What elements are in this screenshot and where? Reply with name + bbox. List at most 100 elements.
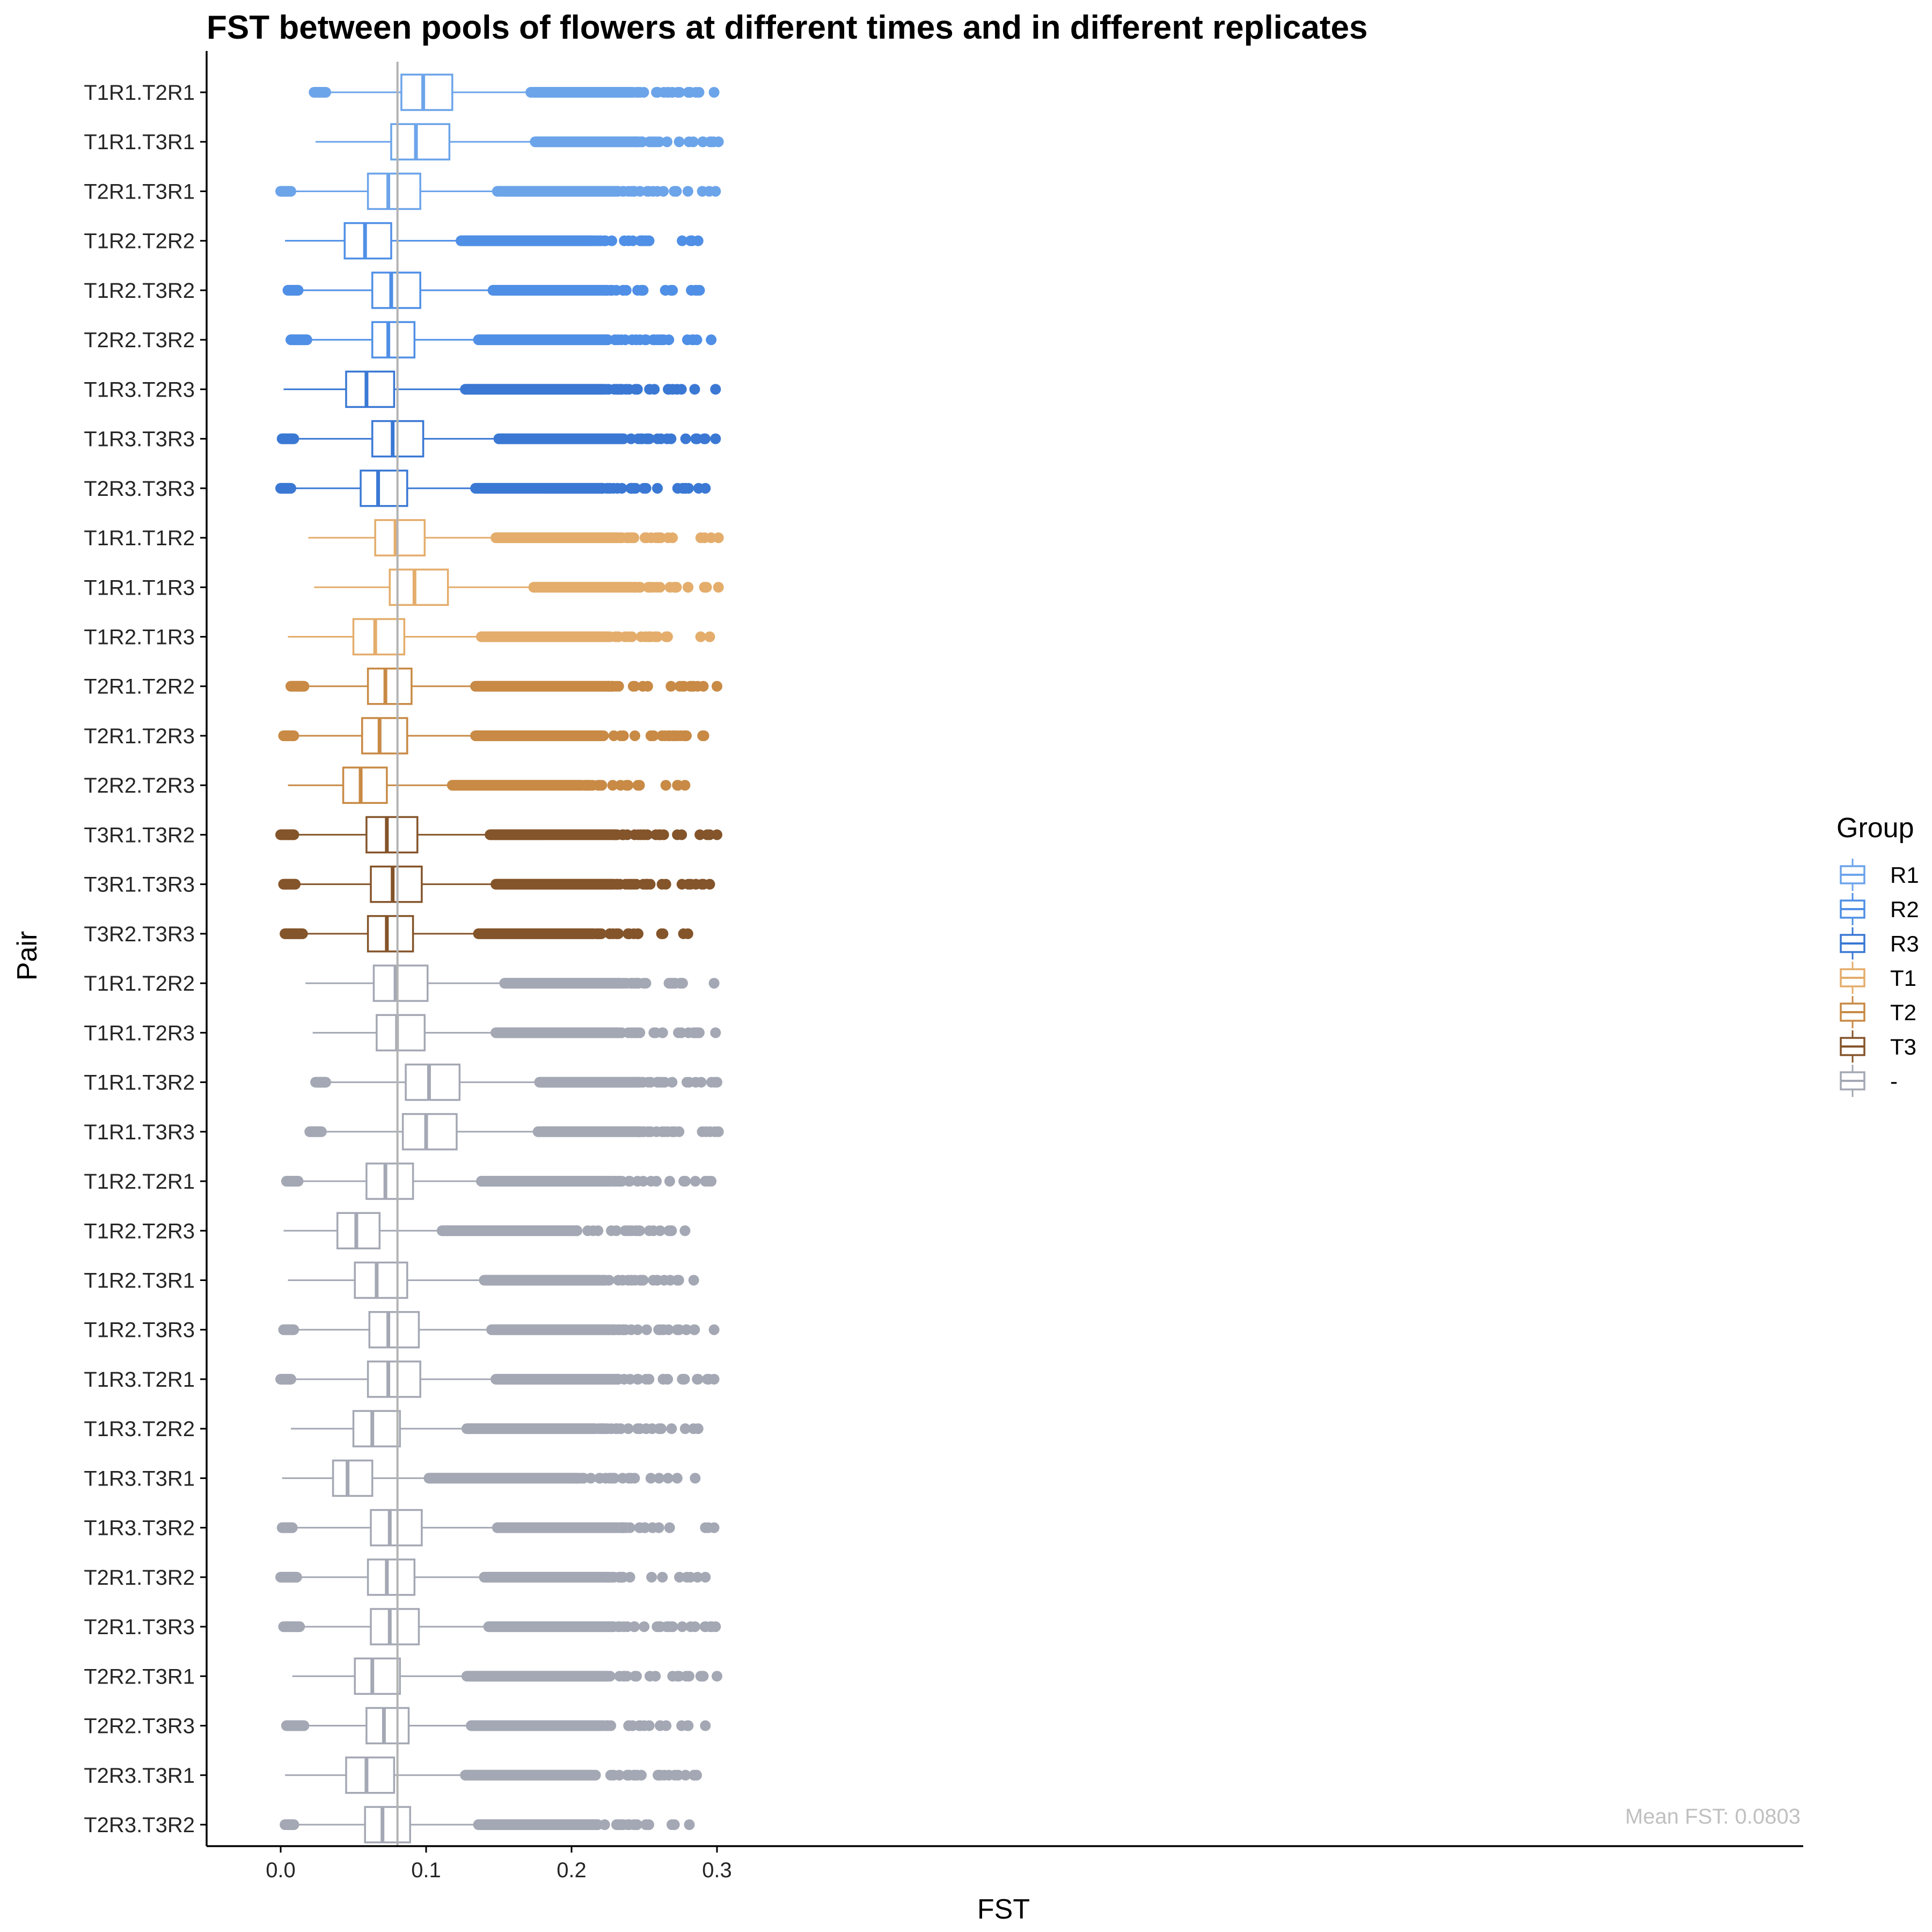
outlier-point xyxy=(698,680,709,692)
box-T1R3.T2R1 xyxy=(275,1360,720,1398)
legend-item-r3: R3 xyxy=(1840,927,1919,960)
outlier-point xyxy=(571,1473,582,1484)
outlier-point xyxy=(677,235,688,246)
outlier-point xyxy=(669,1769,680,1781)
legend: Group R1 R2 R3 T1 T2 T3 - xyxy=(1836,813,1919,1097)
outlier-point xyxy=(656,879,668,890)
outlier-point xyxy=(712,680,722,692)
box-T1R2.T2R1 xyxy=(281,1162,717,1200)
outlier-point xyxy=(624,532,635,544)
box-iqr xyxy=(376,1014,426,1052)
outlier-point xyxy=(713,532,724,544)
outlier-point xyxy=(667,87,678,98)
outlier-point xyxy=(612,334,624,346)
outlier-point xyxy=(674,1571,685,1583)
outlier-point xyxy=(595,1720,606,1731)
outlier-point xyxy=(667,1077,678,1088)
outlier-point xyxy=(671,1473,683,1484)
plot-area xyxy=(275,62,724,1846)
y-tick-label: T1R2.T2R1 xyxy=(84,1170,195,1194)
outlier-point xyxy=(630,730,641,741)
x-tick-label: 0.1 xyxy=(411,1858,441,1882)
outlier-point xyxy=(612,1027,623,1038)
outlier-point xyxy=(643,1225,655,1236)
box-T1R2.T1R3 xyxy=(288,618,715,656)
box-iqr xyxy=(364,1806,411,1843)
outlier-point xyxy=(581,780,592,791)
box-iqr xyxy=(368,1311,420,1349)
outlier-point xyxy=(608,1571,619,1583)
outlier-point xyxy=(625,433,636,444)
box-iqr xyxy=(354,1657,401,1695)
y-tick-label: T1R3.T3R2 xyxy=(84,1517,195,1540)
legend-item-r2: R2 xyxy=(1840,893,1919,925)
outlier-point xyxy=(629,1027,640,1038)
y-tick-label: T3R1.T3R2 xyxy=(84,823,195,847)
outlier-point xyxy=(641,1324,652,1335)
outlier-point xyxy=(680,482,691,494)
outlier-point xyxy=(676,1720,687,1731)
legend-label: T3 xyxy=(1890,1034,1916,1059)
outlier-point xyxy=(636,136,648,148)
y-tick-label: T3R2.T3R3 xyxy=(84,923,195,946)
y-tick-label: T1R3.T2R2 xyxy=(84,1417,195,1441)
y-axis-title: Pair xyxy=(12,931,43,980)
y-tick-label: T1R2.T2R2 xyxy=(84,230,195,253)
legend-label: T2 xyxy=(1890,1000,1916,1025)
outlier-point xyxy=(708,87,720,98)
y-tick-label: T1R1.T1R3 xyxy=(84,576,195,599)
outlier-point xyxy=(663,1324,674,1335)
outlier-point xyxy=(616,384,627,395)
y-tick-label: T1R1.T3R2 xyxy=(84,1071,195,1095)
outlier-point xyxy=(618,730,629,741)
box-T1R1.T2R1 xyxy=(309,74,720,111)
outlier-point xyxy=(705,136,716,148)
outlier-point xyxy=(685,1621,697,1633)
outlier-point xyxy=(663,334,675,346)
outlier-point xyxy=(712,1077,722,1088)
outlier-point xyxy=(635,631,647,642)
box-T3R1.T3R3 xyxy=(278,865,715,903)
outlier-point xyxy=(698,730,709,741)
y-tick-label: T1R1.T2R2 xyxy=(84,972,195,996)
x-axis-title: FST xyxy=(977,1894,1030,1925)
x-tick-label: 0.0 xyxy=(266,1858,296,1882)
box-iqr xyxy=(367,1558,416,1596)
y-tick-label: T2R1.T3R1 xyxy=(84,180,195,203)
outlier-point xyxy=(618,284,629,296)
outlier-point xyxy=(650,829,662,840)
outlier-point xyxy=(693,1027,705,1038)
outlier-point xyxy=(614,532,626,544)
y-tick-label: T2R3.T3R1 xyxy=(84,1764,195,1788)
legend-item-r1: R1 xyxy=(1840,859,1919,891)
box-iqr xyxy=(332,1459,374,1497)
box-iqr xyxy=(365,1707,410,1745)
outlier-point xyxy=(660,780,671,791)
legend-title: Group xyxy=(1836,813,1914,844)
outlier-point xyxy=(639,532,650,544)
outlier-point xyxy=(710,433,721,444)
outlier-point xyxy=(700,1522,711,1533)
box-T1R1.T3R1 xyxy=(316,123,724,160)
box-T2R1.T3R2 xyxy=(275,1558,711,1596)
outlier-point xyxy=(708,1522,720,1533)
outlier-point xyxy=(669,1126,680,1137)
box-T1R3.T2R3 xyxy=(283,370,721,408)
box-T1R3.T2R2 xyxy=(290,1410,704,1447)
box-T1R2.T2R2 xyxy=(285,222,704,260)
box-T1R2.T3R1 xyxy=(288,1261,699,1299)
legend-item-other: - xyxy=(1840,1065,1898,1097)
box-iqr xyxy=(400,74,453,111)
outlier-point xyxy=(686,284,697,296)
outlier-point xyxy=(700,482,711,494)
outlier-point xyxy=(678,1176,690,1187)
outlier-point xyxy=(634,780,645,791)
box-T2R1.T2R3 xyxy=(278,717,709,755)
outlier-point xyxy=(644,1671,655,1682)
outlier-point xyxy=(604,680,615,692)
outlier-point xyxy=(624,1176,635,1187)
outlier-point xyxy=(692,1423,704,1435)
outlier-point xyxy=(654,1225,665,1236)
outlier-point xyxy=(623,780,634,791)
outlier-point xyxy=(651,582,662,593)
